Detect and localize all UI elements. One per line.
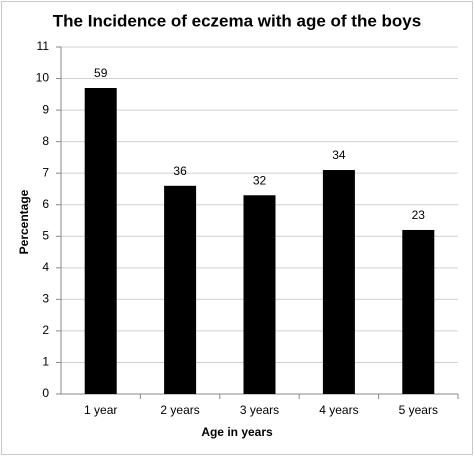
x-tick-label: 5 years	[399, 403, 438, 417]
y-tick-label: 10	[36, 71, 50, 85]
y-tick-label: 2	[42, 323, 49, 337]
y-tick-label: 6	[42, 197, 49, 211]
data-label: 34	[332, 148, 346, 162]
x-tick-label: 4 years	[319, 403, 358, 417]
y-tick-label: 0	[42, 386, 49, 400]
bar	[164, 185, 197, 394]
bar	[402, 229, 435, 394]
bar	[322, 170, 355, 394]
y-tick-label: 1	[42, 355, 49, 369]
bar	[84, 88, 117, 394]
y-tick-label: 5	[42, 228, 49, 242]
y-tick-label: 7	[42, 165, 49, 179]
x-tick-label: 3 years	[240, 403, 279, 417]
data-label: 32	[253, 173, 267, 187]
y-tick-label: 8	[42, 134, 49, 148]
y-axis-label: Percentage	[17, 189, 31, 254]
x-tick-label: 2 years	[160, 403, 199, 417]
chart-title: The Incidence of eczema with age of the …	[53, 11, 421, 30]
data-label: 59	[94, 66, 108, 80]
bar	[243, 195, 276, 394]
x-tick-label: 1 year	[84, 403, 117, 417]
y-tick-label: 9	[42, 102, 49, 116]
y-tick-label: 11	[37, 39, 50, 53]
x-axis-label: Age in years	[201, 425, 273, 439]
data-label: 36	[173, 164, 187, 178]
y-tick-label: 4	[42, 260, 49, 274]
data-label: 23	[412, 208, 426, 222]
y-tick-label: 3	[42, 292, 49, 306]
